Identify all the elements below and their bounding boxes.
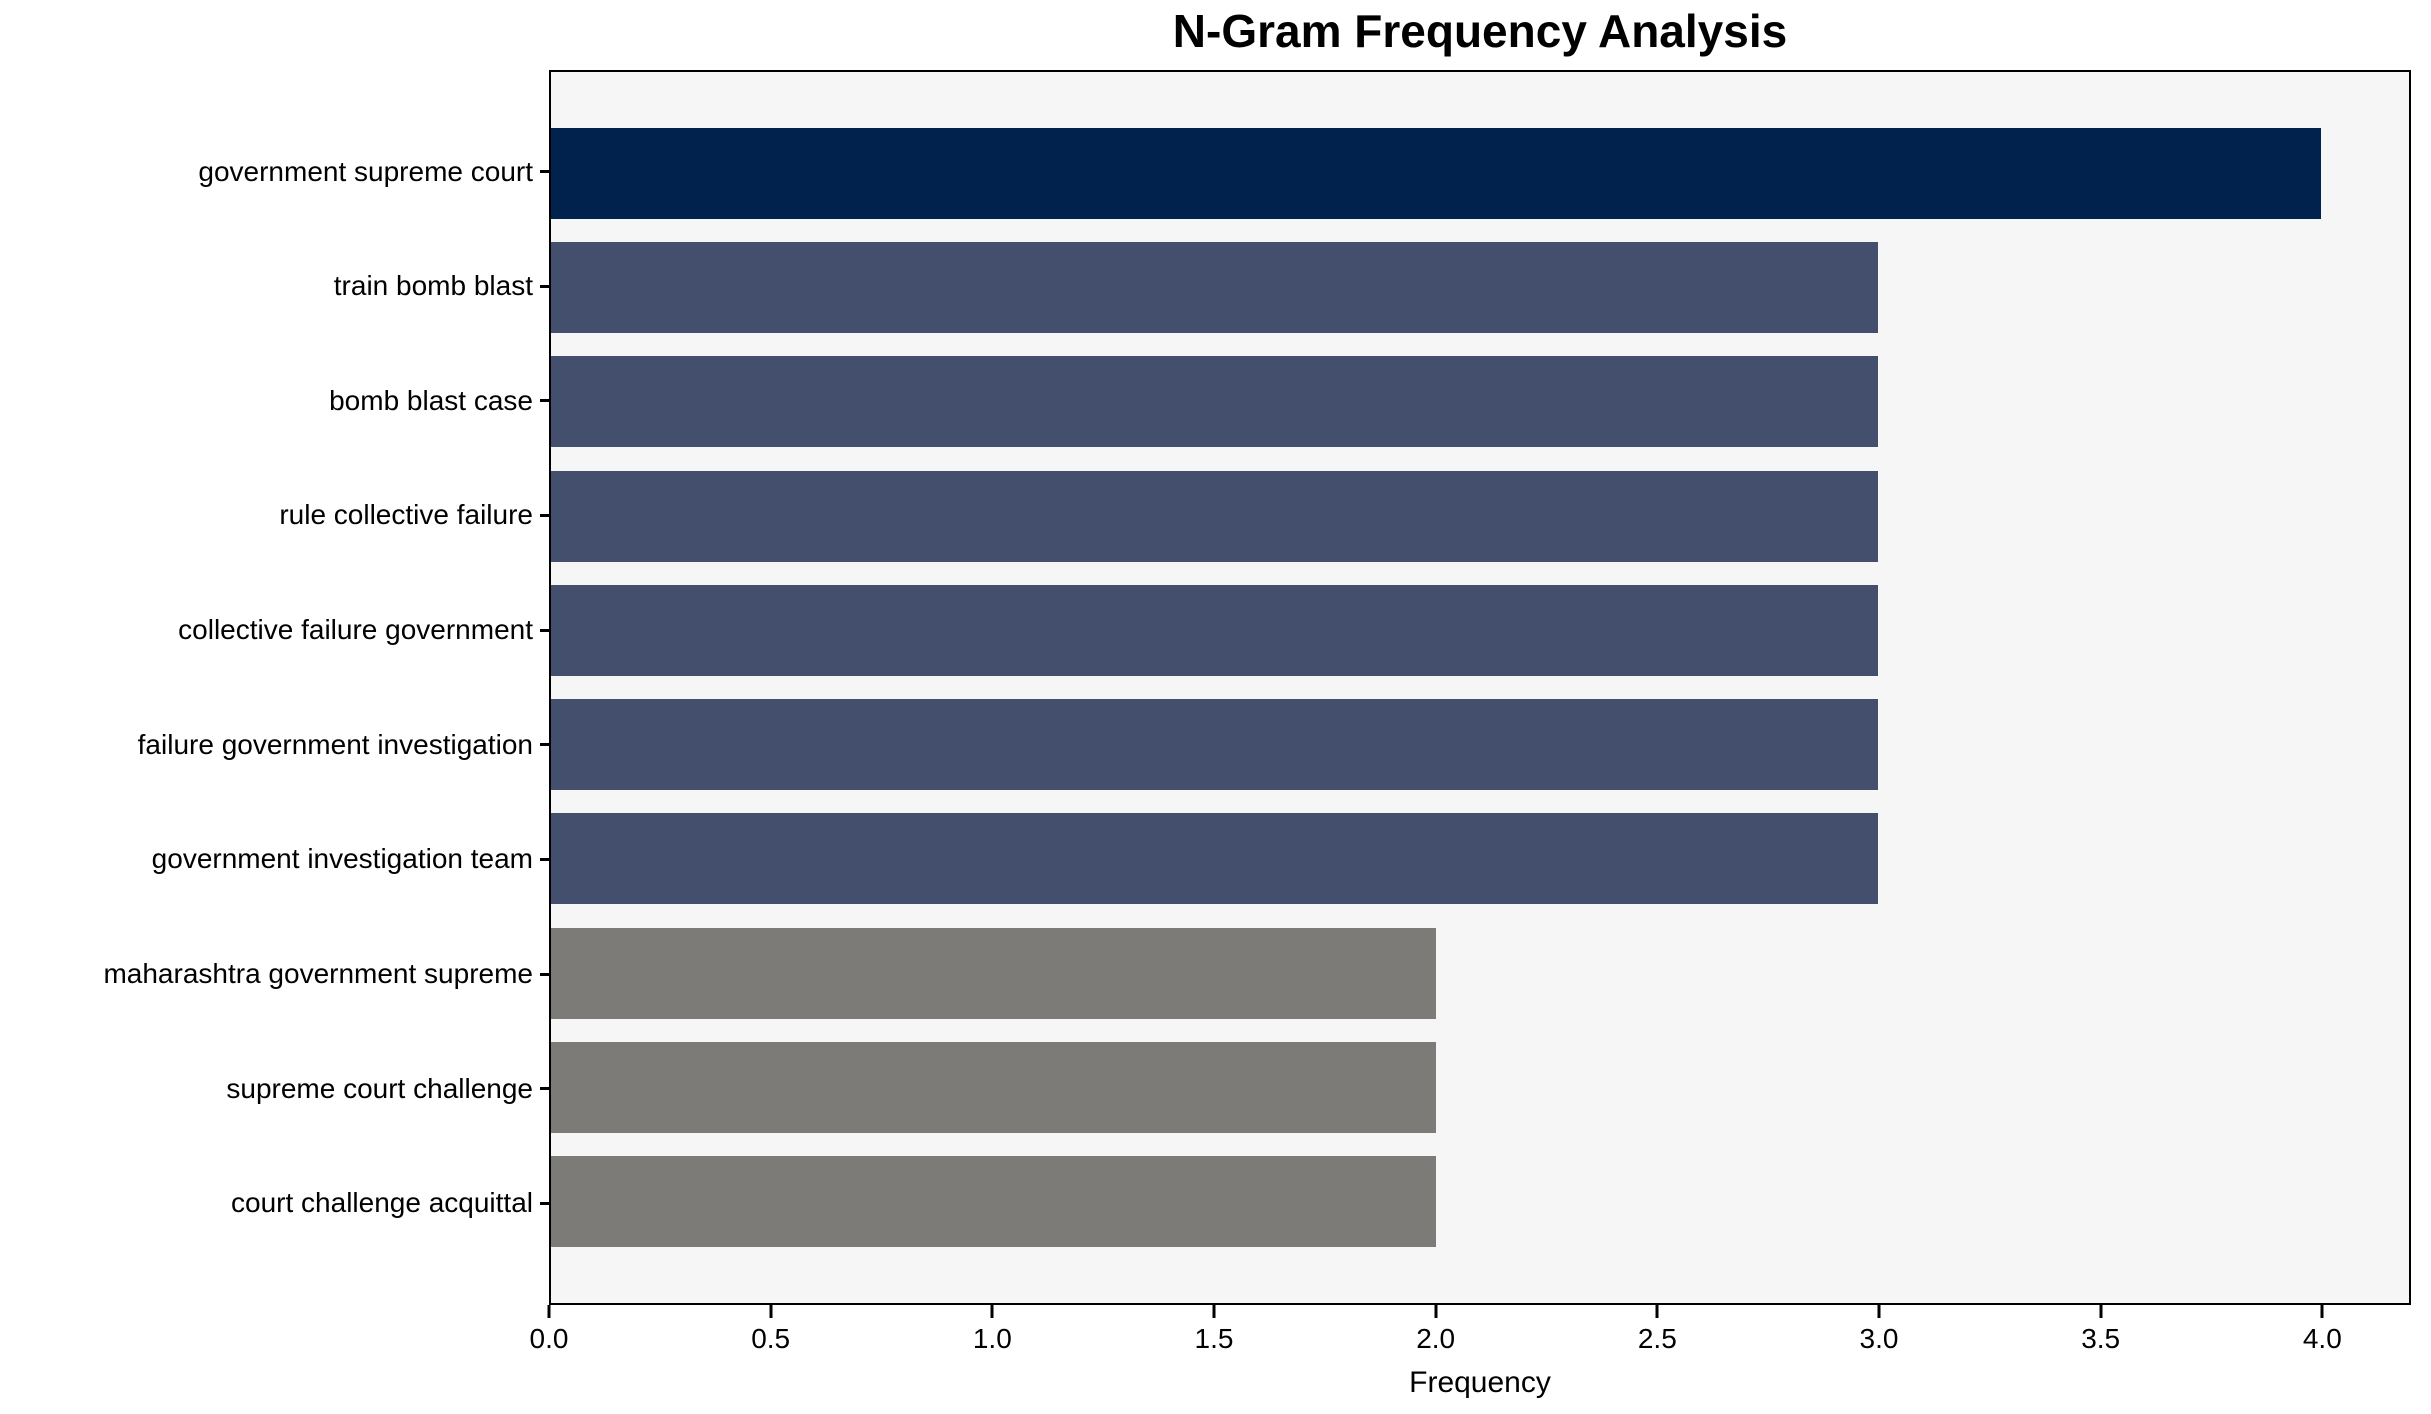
x-tick-mark [1655,1305,1659,1318]
bars-container [551,72,2409,1303]
bar-supreme-court-challenge [551,1041,1436,1133]
y-tick-label: failure government investigation [137,728,533,760]
y-axis-row: failure government investigation [0,699,549,790]
bar-government-investigation-team [551,813,1879,905]
y-tick-label: court challenge acquittal [231,1187,533,1219]
y-axis-row: maharashtra government supreme [0,929,549,1020]
x-tick-mark [769,1305,773,1318]
y-tick-mark [540,972,549,976]
y-tick-label: collective failure government [178,614,533,646]
x-tick-label: 3.5 [2081,1323,2121,1354]
y-axis-row: court challenge acquittal [0,1158,549,1249]
x-tick-label: 1.0 [972,1323,1012,1354]
y-tick-label: maharashtra government supreme [103,958,533,990]
y-tick-mark [540,743,549,747]
plot-area [549,70,2411,1305]
x-tick-mark [1212,1305,1216,1318]
x-tick-label: 0.0 [529,1323,569,1354]
y-axis-labels: government supreme court train bomb blast… [0,70,549,1305]
x-tick-label: 0.5 [751,1323,791,1354]
y-axis-row: rule collective failure [0,470,549,561]
x-tick-mark [2320,1305,2324,1318]
y-tick-label: supreme court challenge [226,1072,533,1104]
y-axis-row: government investigation team [0,814,549,905]
x-tick-label: 2.0 [1416,1323,1456,1354]
y-axis-row: collective failure government [0,585,549,676]
x-tick-label: 2.5 [1637,1323,1677,1354]
y-tick-mark [540,513,549,517]
x-tick-mark [1877,1305,1881,1318]
y-tick-mark [540,170,549,173]
x-tick-mark [2099,1305,2103,1318]
y-tick-mark [540,284,549,288]
x-tick-mark [990,1305,994,1318]
y-tick-label: government supreme court [198,155,533,187]
bar-train-bomb-blast [551,242,1879,334]
y-tick-mark [540,1201,549,1205]
x-tick-mark [547,1305,551,1318]
x-tick-label: 1.5 [1194,1323,1234,1354]
x-tick-label: 3.0 [1859,1323,1899,1354]
x-tick-mark [1434,1305,1438,1318]
y-axis-row: bomb blast case [0,355,549,446]
x-axis: 0.0 0.5 1.0 1.5 2.0 2.5 3.0 3.5 4.0 [530,1305,2411,1414]
bar-bomb-blast-case [551,356,1879,448]
y-tick-mark [540,628,549,632]
y-axis-row: train bomb blast [0,241,549,332]
y-tick-mark [540,857,549,861]
y-tick-mark [540,1087,549,1091]
chart-title: N-Gram Frequency Analysis [1172,5,1788,57]
y-tick-label: bomb blast case [329,384,533,416]
y-axis-row: supreme court challenge [0,1043,549,1134]
bar-government-supreme-court [551,128,2321,219]
y-tick-label: government investigation team [151,843,533,875]
bar-rule-collective-failure [551,470,1879,562]
y-tick-label: rule collective failure [279,499,533,531]
bar-court-challenge-acquittal [551,1155,1436,1247]
bar-failure-government-investigation [551,699,1879,791]
y-axis-row: government supreme court [0,126,549,217]
x-tick-label: 4.0 [2302,1323,2342,1354]
y-tick-label: train bomb blast [333,270,533,302]
bar-maharashtra-government-supreme [551,927,1436,1019]
bar-collective-failure-government [551,584,1879,676]
x-axis-title: Frequency [1409,1366,1551,1399]
y-tick-mark [540,399,549,403]
